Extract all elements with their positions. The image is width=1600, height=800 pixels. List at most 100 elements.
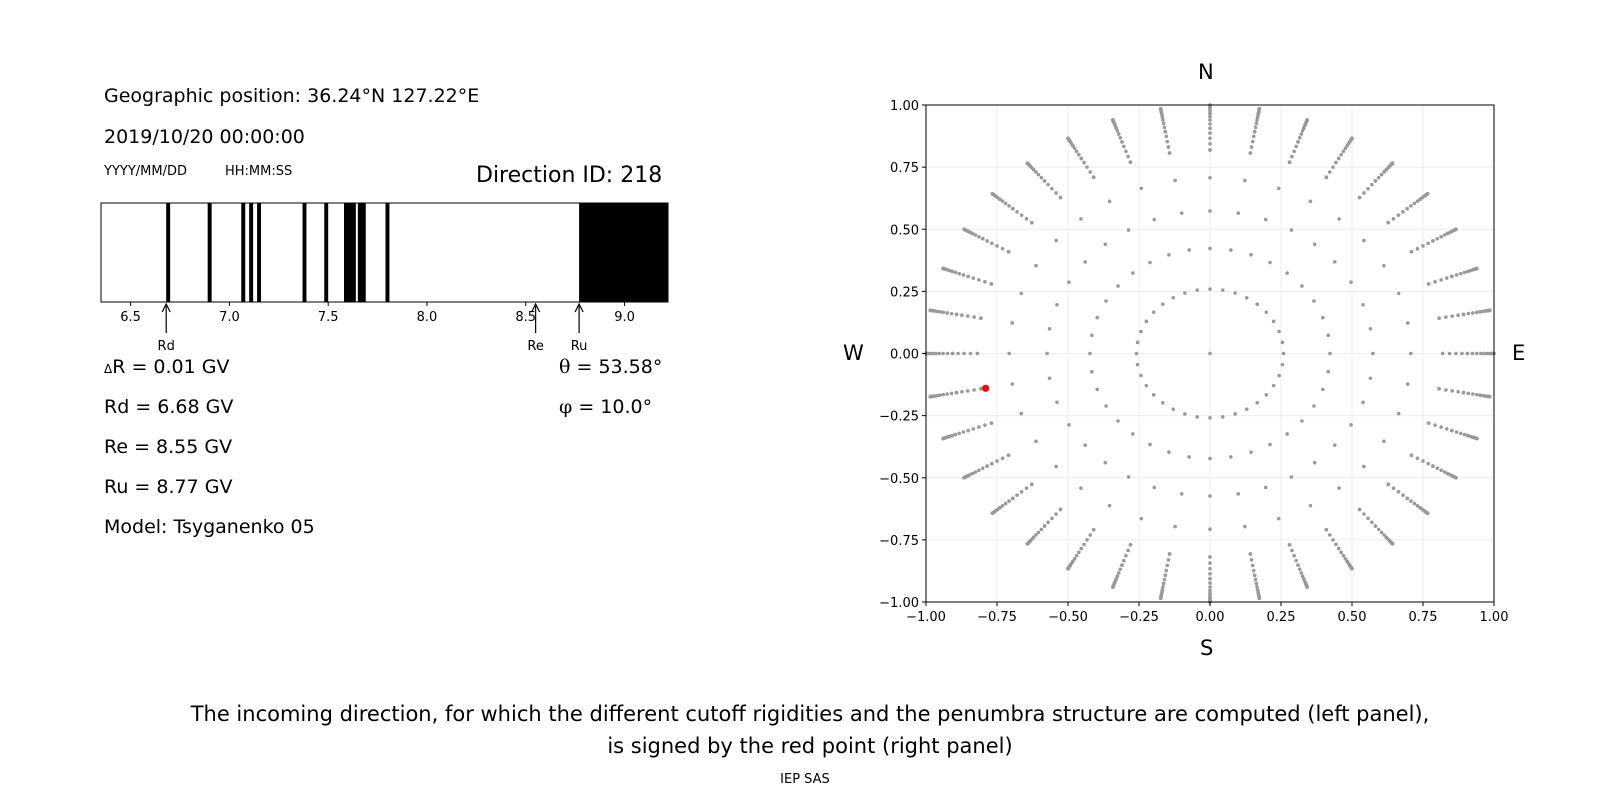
- direction-point: [1103, 460, 1108, 465]
- direction-point: [1357, 507, 1362, 512]
- direction-point: [1276, 516, 1281, 521]
- direction-point: [1158, 596, 1163, 601]
- direction-point: [1163, 129, 1168, 134]
- direction-point: [1382, 533, 1386, 537]
- direction-point: [1474, 392, 1479, 397]
- direction-point: [1000, 504, 1005, 508]
- direction-point: [1487, 394, 1492, 399]
- direction-point: [1124, 149, 1128, 154]
- geographic-position: Geographic position: 36.24°N 127.22°E: [104, 85, 480, 107]
- direction-point: [1300, 284, 1304, 288]
- direction-point: [1280, 362, 1285, 367]
- direction-point: [1337, 217, 1341, 221]
- caption-line-2: is signed by the red point (right panel): [607, 734, 1013, 758]
- direction-point: [1120, 140, 1124, 144]
- direction-point: [1058, 195, 1063, 200]
- direction-point: [990, 511, 995, 516]
- bar-x-tick-label: 7.0: [219, 310, 240, 325]
- bar-x-tick-label: 7.5: [318, 310, 339, 325]
- bar-x-tick-label: 6.5: [120, 310, 141, 325]
- theta-value: θ = 53.58°: [559, 356, 662, 378]
- direction-point: [1015, 493, 1019, 497]
- direction-point: [1208, 131, 1212, 135]
- direction-point: [1475, 436, 1479, 441]
- direction-point: [1368, 326, 1373, 331]
- direction-point: [1167, 450, 1171, 454]
- direction-point: [1055, 302, 1059, 307]
- direction-point: [1208, 136, 1212, 141]
- direction-point: [1120, 563, 1124, 567]
- re-value: Re = 8.55 GV: [104, 436, 233, 458]
- direction-point: [1470, 351, 1475, 356]
- direction-point: [1025, 542, 1030, 546]
- forbidden-band: [579, 203, 668, 302]
- direction-point: [1297, 567, 1302, 572]
- direction-point: [1332, 443, 1337, 447]
- direction-point: [1312, 242, 1317, 247]
- datetime: 2019/10/20 00:00:00: [104, 126, 305, 148]
- direction-point: [1370, 182, 1374, 187]
- direction-point: [1254, 581, 1259, 586]
- direction-point: [1336, 546, 1341, 551]
- direction-point: [1409, 499, 1413, 503]
- direction-point: [1382, 439, 1386, 444]
- direction-point: [983, 423, 987, 427]
- direction-point: [1128, 542, 1133, 547]
- direction-point: [990, 241, 994, 246]
- direction-point: [1107, 503, 1112, 508]
- direction-point: [1444, 276, 1449, 280]
- direction-point: [1308, 503, 1313, 508]
- direction-point: [1454, 351, 1458, 356]
- direction-point: [1263, 217, 1268, 222]
- direction-point: [1179, 211, 1184, 215]
- direction-point: [1046, 520, 1050, 525]
- direction-point: [1160, 400, 1165, 405]
- direction-point: [941, 310, 946, 315]
- direction-point: [1431, 239, 1435, 243]
- direction-point: [1450, 314, 1455, 318]
- direction-point: [1161, 585, 1165, 589]
- direction-point: [1047, 376, 1052, 381]
- direction-point: [1447, 351, 1452, 356]
- direction-point: [1162, 577, 1167, 582]
- direction-point: [1251, 568, 1256, 573]
- direction-point: [1465, 433, 1470, 438]
- direction-point: [962, 475, 966, 480]
- direction-point: [1373, 524, 1378, 528]
- direction-point: [1401, 493, 1405, 497]
- direction-point: [965, 314, 970, 318]
- direction-point: [1079, 156, 1084, 161]
- direction-point: [1437, 387, 1441, 391]
- scatter-y-tick-label: −0.50: [879, 472, 919, 487]
- direction-point: [1475, 351, 1479, 356]
- direction-point: [1366, 516, 1370, 521]
- direction-point: [1252, 129, 1257, 134]
- direction-point: [1047, 326, 1052, 331]
- direction-point: [971, 276, 976, 280]
- direction-point: [945, 351, 950, 356]
- direction-point: [1264, 393, 1269, 397]
- selected-direction-point: [982, 384, 990, 392]
- direction-point: [1426, 282, 1431, 286]
- direction-point: [1487, 308, 1492, 313]
- direction-point: [1165, 139, 1170, 144]
- direction-point: [1409, 249, 1414, 254]
- direction-point: [1458, 431, 1463, 436]
- direction-point: [971, 427, 976, 431]
- delta-r-text: R = 0.01 GV: [112, 356, 230, 378]
- direction-point: [983, 280, 987, 284]
- direction-point: [1276, 186, 1281, 191]
- direction-point: [1431, 464, 1435, 468]
- direction-point: [1450, 274, 1454, 279]
- direction-point: [1183, 291, 1187, 295]
- theta-text: = 53.58°: [570, 356, 663, 378]
- direction-point: [1208, 122, 1212, 126]
- direction-point: [1208, 175, 1212, 180]
- direction-point: [1208, 287, 1212, 291]
- direction-point: [1036, 172, 1041, 177]
- direction-point: [1336, 156, 1341, 161]
- direction-point: [1280, 340, 1285, 345]
- direction-point: [1045, 351, 1049, 356]
- direction-point: [1158, 106, 1163, 111]
- direction-point: [1243, 178, 1247, 183]
